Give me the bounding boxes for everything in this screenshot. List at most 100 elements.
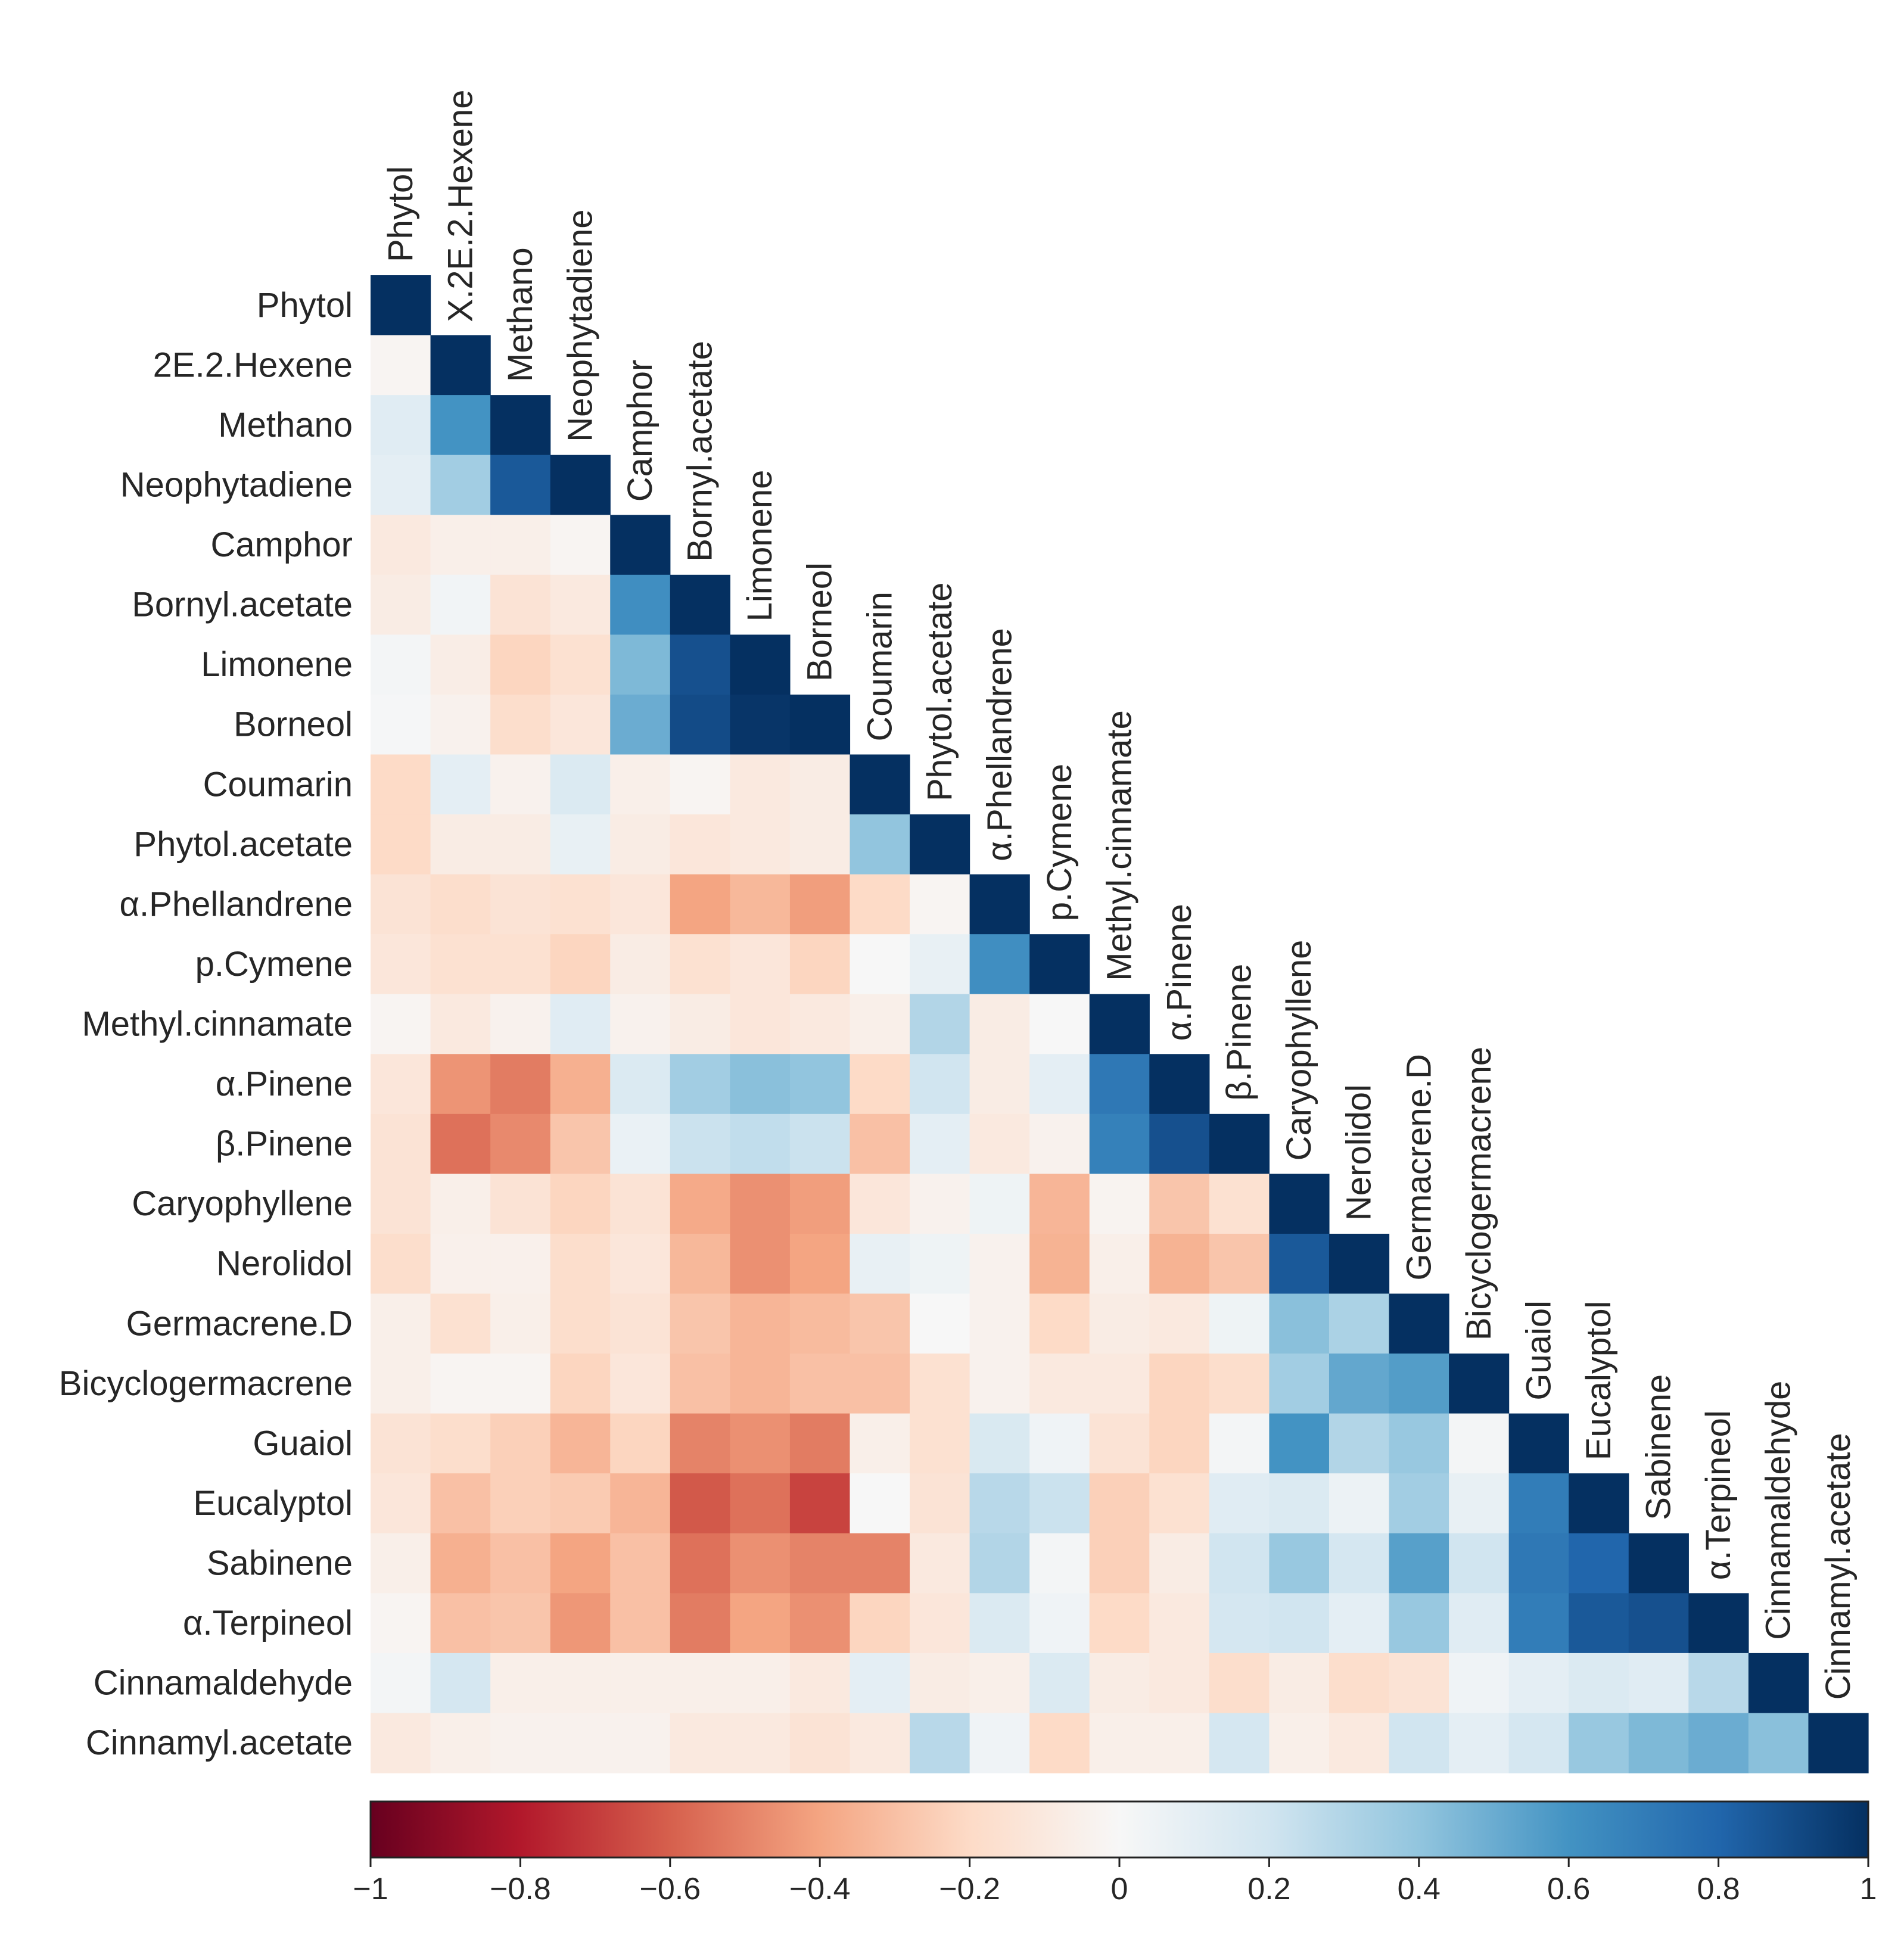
- heatmap-cell: [1029, 1713, 1090, 1773]
- heatmap-cell: [1389, 1473, 1449, 1534]
- heatmap-cell: [1449, 1653, 1510, 1714]
- heatmap-cell: [969, 1354, 1030, 1414]
- heatmap-cell: [1029, 1593, 1090, 1654]
- column-label: Borneol: [801, 562, 839, 682]
- heatmap-cell: [789, 1233, 851, 1295]
- column-label: X.2E.2.Hexene: [441, 89, 480, 322]
- heatmap-cell: [1209, 1174, 1270, 1234]
- heatmap-cell: [490, 1413, 551, 1474]
- heatmap-cell: [1209, 1593, 1270, 1654]
- heatmap-cell: [910, 814, 970, 875]
- heatmap-cell: [610, 814, 671, 875]
- heatmap-cell: [1029, 1653, 1090, 1714]
- heatmap-cell: [850, 1653, 910, 1714]
- heatmap-cell: [550, 1653, 611, 1714]
- heatmap-cell: [730, 1593, 791, 1654]
- row-label: Nerolidol: [216, 1244, 353, 1283]
- heatmap-cell: [730, 1113, 791, 1174]
- heatmap-cell: [1149, 1054, 1210, 1115]
- row-label: Sabinene: [207, 1544, 353, 1583]
- heatmap-cell: [1569, 1653, 1629, 1714]
- heatmap-cell: [490, 814, 551, 875]
- heatmap-cell: [550, 1054, 611, 1115]
- column-label: Methyl.cinnamate: [1100, 710, 1139, 981]
- colorbar-tick-label: 0.2: [1247, 1872, 1290, 1906]
- heatmap-cell: [670, 1054, 730, 1115]
- heatmap-cell: [550, 754, 611, 815]
- heatmap-cell: [1149, 1174, 1210, 1234]
- heatmap-cell: [1508, 1473, 1569, 1534]
- heatmap-cell: [371, 1413, 431, 1474]
- heatmap-cell: [1269, 1713, 1330, 1773]
- heatmap-cell: [430, 1354, 491, 1414]
- colorbar-tick-label: 1: [1860, 1872, 1877, 1906]
- heatmap-cell: [610, 1533, 671, 1594]
- heatmap-cell: [1149, 1653, 1210, 1714]
- column-label: Cinnamyl.acetate: [1819, 1433, 1858, 1700]
- heatmap-cell: [1149, 1473, 1210, 1534]
- heatmap-cell: [490, 1054, 551, 1115]
- heatmap-cell: [1089, 1174, 1150, 1234]
- heatmap-cell: [371, 1593, 431, 1654]
- heatmap-cell: [1269, 1473, 1330, 1534]
- row-label: Guaiol: [253, 1424, 353, 1463]
- heatmap-cell: [850, 994, 910, 1054]
- heatmap-cell: [1449, 1354, 1510, 1414]
- heatmap-cell: [1029, 1533, 1090, 1594]
- heatmap-cell: [1329, 1533, 1390, 1594]
- heatmap-cell: [910, 1593, 970, 1654]
- heatmap-cell: [730, 934, 791, 995]
- row-label: α.Phellandrene: [120, 885, 353, 923]
- heatmap-cell: [1569, 1713, 1629, 1773]
- heatmap-cell: [1628, 1533, 1689, 1594]
- heatmap-cell: [1329, 1653, 1390, 1714]
- heatmap-cell: [910, 1113, 970, 1174]
- heatmap-cell: [550, 1354, 611, 1414]
- heatmap-cell: [550, 455, 611, 515]
- heatmap-cell: [850, 1354, 910, 1414]
- heatmap-cell: [1029, 1113, 1090, 1174]
- heatmap-cell: [670, 934, 730, 995]
- row-label: Limonene: [201, 645, 353, 684]
- row-label: Bornyl.acetate: [132, 586, 353, 624]
- heatmap-cell: [610, 1174, 671, 1234]
- heatmap-cell: [371, 1113, 431, 1174]
- heatmap-cell: [1508, 1653, 1569, 1714]
- heatmap-cell: [969, 1293, 1030, 1354]
- heatmap-cell: [1808, 1713, 1869, 1773]
- heatmap-cell: [730, 1293, 791, 1354]
- heatmap-cell: [1628, 1713, 1689, 1773]
- heatmap-cell: [730, 814, 791, 875]
- heatmap-cell: [789, 694, 851, 755]
- heatmap-cell: [850, 1413, 910, 1474]
- heatmap-cell: [969, 1174, 1030, 1234]
- row-label: p.Cymene: [195, 945, 353, 984]
- heatmap-cell: [430, 515, 491, 575]
- heatmap-cell: [1329, 1713, 1390, 1773]
- heatmap-cell: [1329, 1293, 1390, 1354]
- heatmap-cell: [910, 874, 970, 935]
- row-label: Eucalyptol: [193, 1484, 353, 1523]
- heatmap-cell: [670, 1653, 730, 1714]
- heatmap-cell: [730, 754, 791, 815]
- heatmap-cell: [610, 1653, 671, 1714]
- row-label: Methano: [218, 406, 353, 444]
- heatmap-cell: [670, 634, 730, 695]
- heatmap-cell: [1269, 1653, 1330, 1714]
- heatmap-cell: [490, 1593, 551, 1654]
- heatmap-cell: [610, 515, 671, 575]
- colorbar-tick-label: −0.8: [490, 1872, 551, 1906]
- heatmap-cell: [1389, 1713, 1449, 1773]
- heatmap-cell: [1389, 1293, 1449, 1354]
- column-label: Caryophyllene: [1280, 940, 1318, 1161]
- heatmap-cell: [550, 1113, 611, 1174]
- heatmap-cell: [430, 1233, 491, 1295]
- heatmap-cell: [371, 1653, 431, 1714]
- heatmap-cell: [371, 395, 431, 456]
- colorbar-ticks: −1 −0.8 −0.6 −0.4 −0.2 0 0.2 0.4 0.6 0.8 1: [353, 1857, 1877, 1906]
- heatmap-cell: [969, 934, 1030, 995]
- heatmap-cell: [550, 814, 611, 875]
- heatmap-cell: [430, 874, 491, 935]
- heatmap-cell: [1209, 1354, 1270, 1414]
- heatmap-cell: [910, 934, 970, 995]
